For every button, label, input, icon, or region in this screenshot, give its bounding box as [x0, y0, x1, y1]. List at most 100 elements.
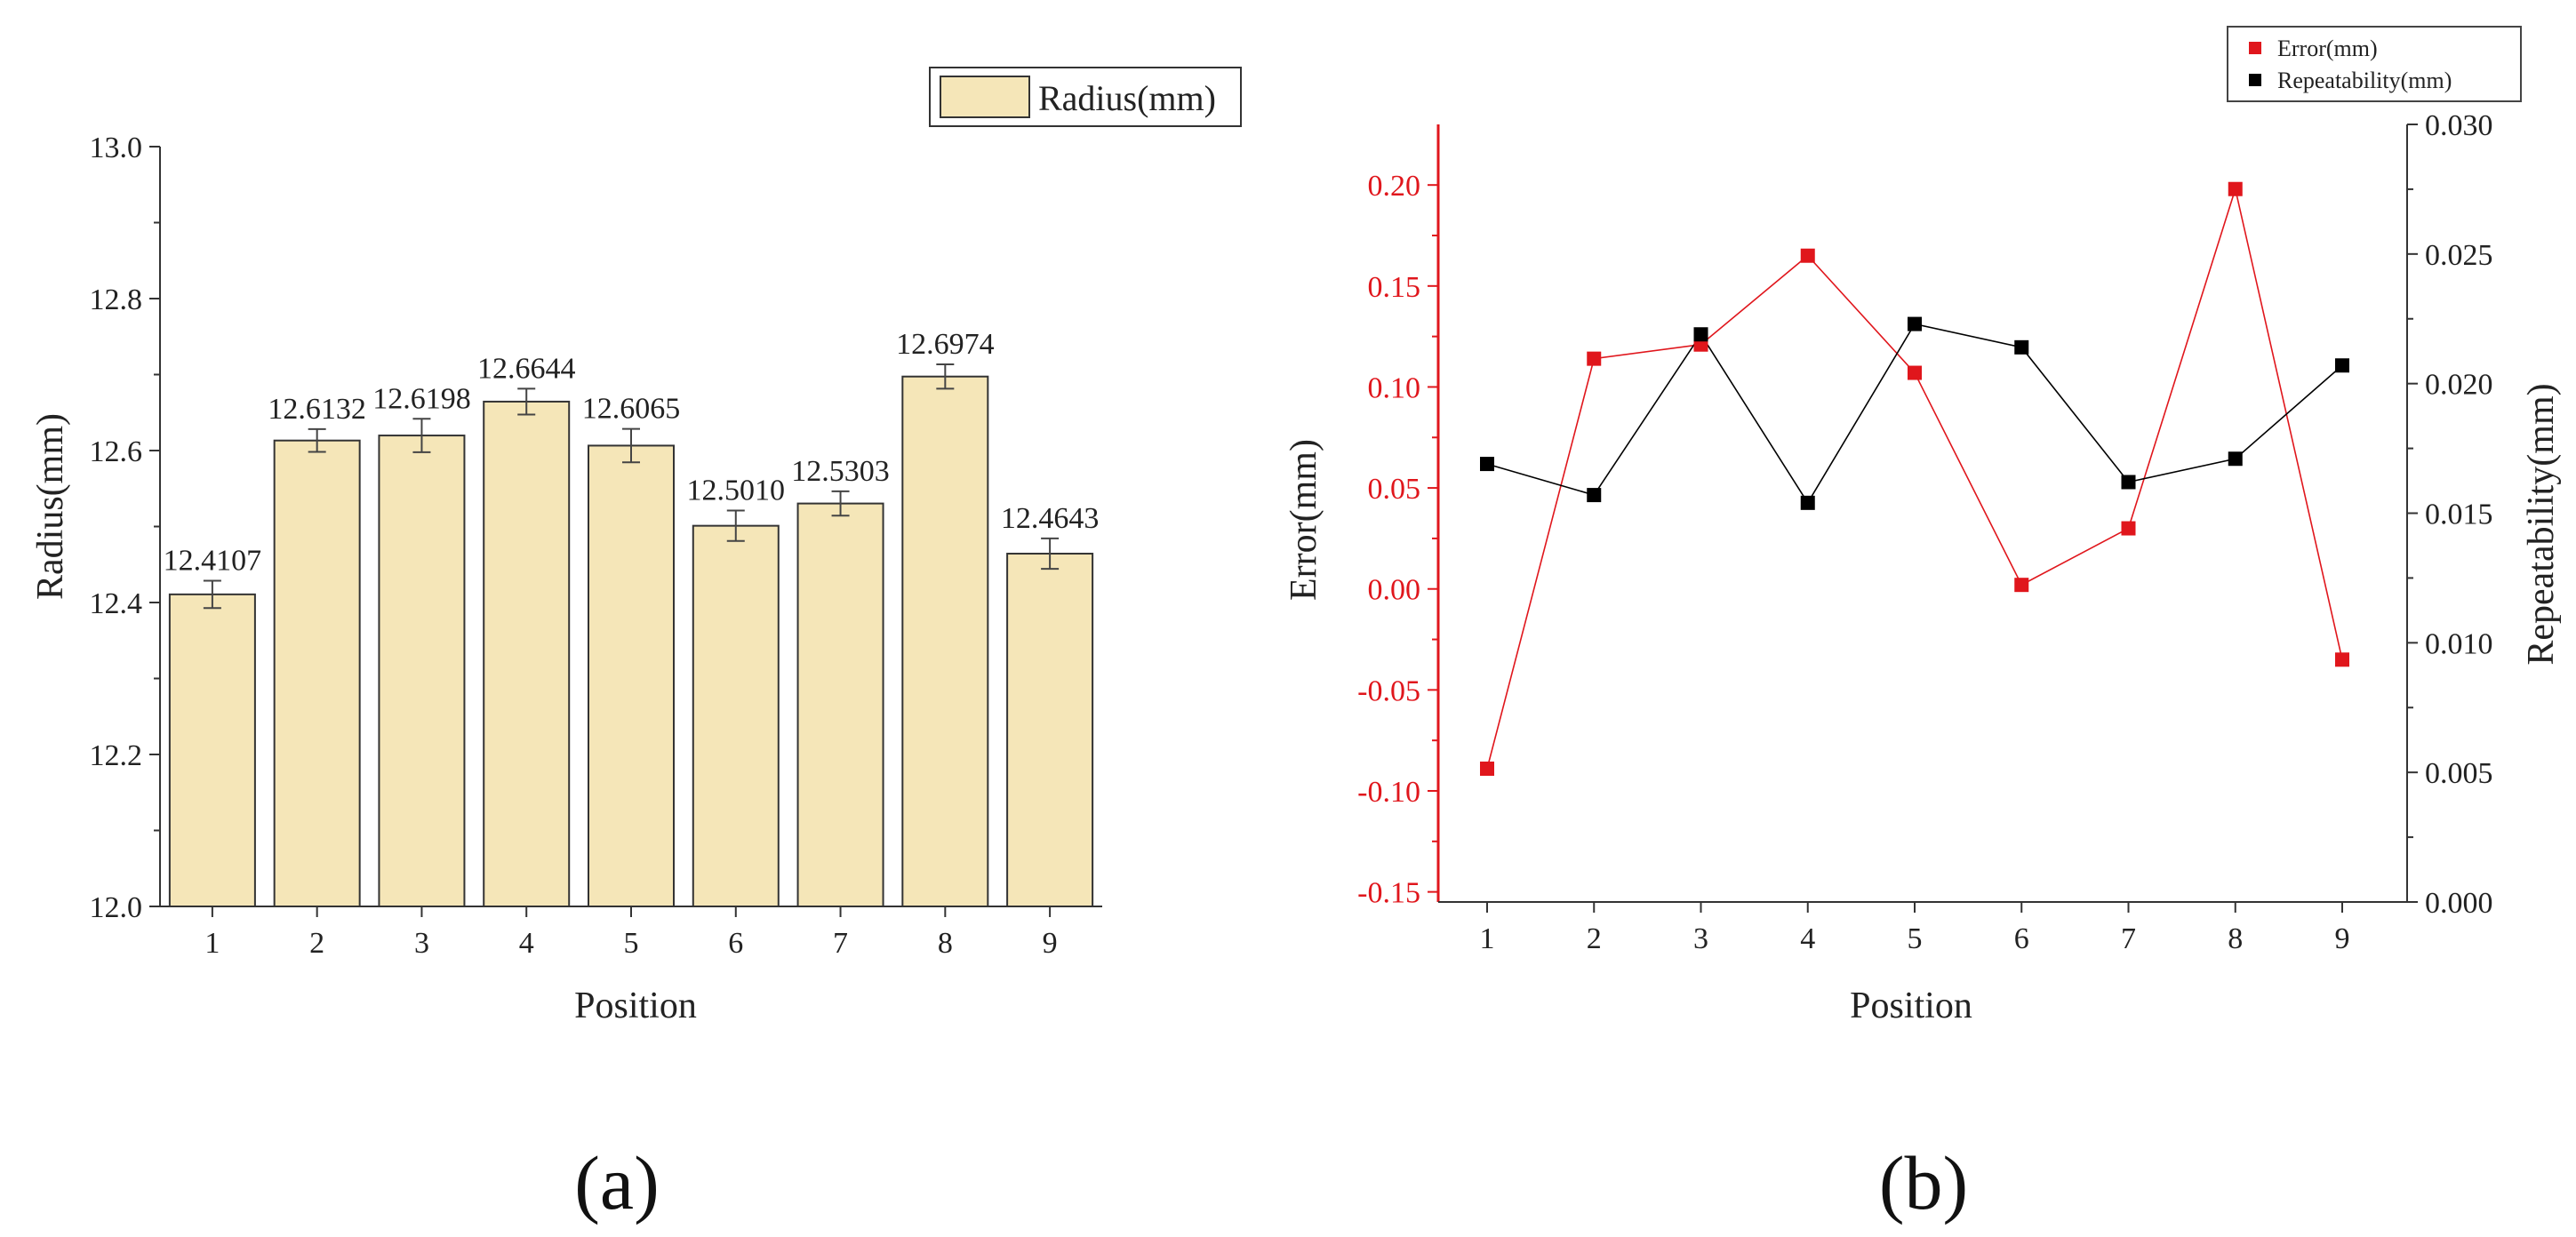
point-repeatability-5 — [1908, 316, 1922, 331]
error-bar-5 — [622, 427, 640, 464]
bar-9 — [1006, 553, 1094, 907]
x-tick-label: 1 — [1480, 922, 1495, 955]
axes: 12.0 12.2 12.4 12.6 12.8 13.0 1 2 3 4 5 6 7 8 9 — [90, 132, 1102, 960]
point-repeatability-9 — [2335, 358, 2349, 373]
data-label-8: 12.6974 — [896, 328, 995, 361]
point-error-9 — [2335, 652, 2349, 667]
data-label-9: 12.4643 — [1001, 502, 1100, 535]
bar-2 — [273, 439, 361, 907]
legend: Error(mm) Repeatability(mm) — [2227, 26, 2522, 102]
y-tick-label-left: 0.05 — [1368, 473, 1421, 506]
legend-marker-error — [2249, 42, 2261, 54]
axes: -0.15 -0.10 -0.05 0.00 0.05 0.10 0.15 0.20 0.000… — [1357, 109, 2492, 955]
y-tick-label-left: 0.15 — [1368, 271, 1421, 304]
y-axis-title: Radius(mm) — [30, 413, 71, 600]
data-label-2: 12.6132 — [268, 393, 366, 426]
x-tick-label: 9 — [1043, 927, 1058, 960]
panel-label-a: (a) — [574, 1140, 659, 1225]
legend-marker-repeatability — [2249, 74, 2261, 86]
point-error-2 — [1587, 351, 1602, 366]
error-bar-4 — [517, 387, 536, 416]
x-tick-label: 4 — [1800, 922, 1815, 955]
series-markers — [1480, 181, 2349, 776]
y-tick-label-left: 0.20 — [1368, 170, 1421, 203]
error-bar-2 — [308, 427, 326, 453]
bar-5 — [588, 444, 675, 907]
y-tick-label-left: 0.00 — [1368, 574, 1421, 607]
x-tick-label: 8 — [2228, 922, 2243, 955]
point-error-1 — [1480, 762, 1494, 776]
y-axis-title-left: Error(mm) — [1284, 439, 1324, 601]
data-label-1: 12.4107 — [164, 544, 262, 577]
data-label-3: 12.6198 — [372, 382, 471, 415]
point-repeatability-3 — [1693, 327, 1708, 342]
y-tick-label-right: 0.025 — [2425, 239, 2493, 272]
x-axis-title: Position — [1850, 986, 1972, 1026]
y-tick-label-left: -0.15 — [1357, 877, 1420, 910]
bar-group — [168, 375, 1094, 908]
x-tick-label: 1 — [204, 927, 220, 960]
error-bar-6 — [726, 509, 745, 542]
x-tick-label: 6 — [728, 927, 743, 960]
point-repeatability-6 — [2014, 339, 2029, 355]
x-tick-label: 5 — [1908, 922, 1923, 955]
x-tick-label: 7 — [833, 927, 848, 960]
x-tick-label: 9 — [2335, 922, 2350, 955]
x-tick-label: 4 — [519, 927, 534, 960]
x-tick-label: 8 — [938, 927, 953, 960]
data-label-7: 12.5303 — [791, 455, 890, 488]
x-tick-label: 5 — [624, 927, 639, 960]
legend-label-error: Error(mm) — [2277, 36, 2378, 61]
point-error-5 — [1908, 365, 1922, 380]
error-bar-group — [203, 363, 1060, 610]
bar-4 — [483, 400, 571, 907]
y-tick-label: 12.6 — [90, 435, 143, 468]
legend: Radius(mm) — [929, 67, 1242, 127]
y-tick-label-left: 0.10 — [1368, 371, 1421, 404]
point-error-4 — [1800, 248, 1815, 263]
error-bar-7 — [831, 490, 850, 517]
point-error-6 — [2014, 578, 2029, 593]
y-tick-label-right: 0.015 — [2425, 499, 2493, 531]
legend-label-repeatability: Repeatability(mm) — [2277, 68, 2452, 93]
x-tick-label: 6 — [2014, 922, 2029, 955]
point-repeatability-8 — [2228, 451, 2243, 467]
y-tick-label: 12.8 — [90, 283, 143, 316]
error-bar-3 — [412, 418, 431, 453]
point-repeatability-7 — [2121, 475, 2136, 490]
y-tick-label-right: 0.000 — [2425, 887, 2493, 920]
y-tick-label: 12.0 — [90, 891, 143, 924]
point-error-7 — [2121, 521, 2136, 536]
panel-label-b: (b) — [1879, 1140, 1968, 1225]
error-bar-1 — [203, 579, 221, 610]
data-label-5: 12.6065 — [582, 393, 681, 426]
error-bar-8 — [936, 363, 955, 390]
legend-label-radius: Radius(mm) — [1038, 78, 1216, 118]
x-axis-title: Position — [574, 986, 697, 1026]
legend-swatch-radius — [940, 76, 1030, 118]
point-repeatability-1 — [1480, 457, 1494, 472]
x-tick-label: 2 — [1587, 922, 1602, 955]
bar-1 — [168, 593, 256, 907]
bar-8 — [901, 375, 989, 907]
x-tick-label: 3 — [414, 927, 429, 960]
x-tick-label: 2 — [309, 927, 324, 960]
y-tick-label: 13.0 — [90, 132, 143, 164]
data-label-6: 12.5010 — [687, 475, 786, 507]
y-tick-label-left: -0.05 — [1357, 674, 1420, 707]
data-label-4: 12.6644 — [477, 352, 576, 385]
point-repeatability-4 — [1800, 495, 1815, 510]
error-bar-9 — [1041, 537, 1060, 571]
bar-6 — [692, 524, 780, 908]
y-tick-label: 12.4 — [90, 587, 143, 620]
point-repeatability-2 — [1587, 488, 1602, 503]
y-axis-title-right: Repeatability(mm) — [2521, 383, 2562, 665]
y-tick-label-right: 0.020 — [2425, 369, 2493, 402]
y-tick-label: 12.2 — [90, 739, 143, 772]
y-tick-label-right: 0.030 — [2425, 109, 2493, 142]
y-tick-label-left: -0.10 — [1357, 776, 1420, 809]
line-chart-error-repeatability: -0.15 -0.10 -0.05 0.00 0.05 0.10 0.15 0.20 0.000… — [1284, 26, 2562, 1225]
